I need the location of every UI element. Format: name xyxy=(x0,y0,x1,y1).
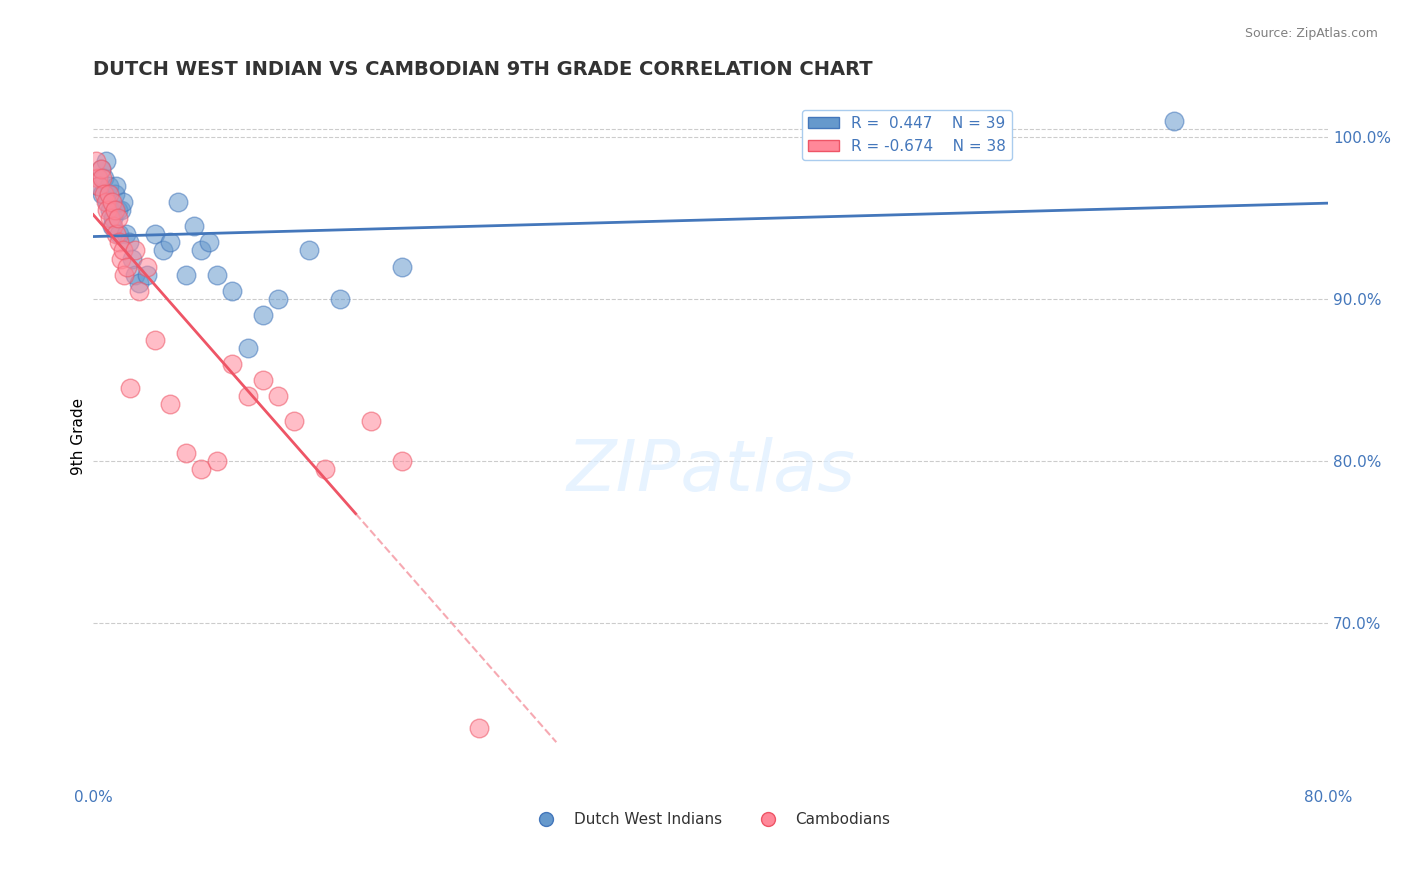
Point xyxy=(112,268,135,282)
Legend: Dutch West Indians, Cambodians: Dutch West Indians, Cambodians xyxy=(524,806,897,833)
Point xyxy=(174,446,197,460)
Point xyxy=(104,202,127,217)
Point xyxy=(105,227,128,242)
Point xyxy=(143,227,166,242)
Text: ZIPatlas: ZIPatlas xyxy=(567,437,855,506)
Point xyxy=(1163,114,1185,128)
Point xyxy=(87,170,110,185)
Point xyxy=(190,244,212,258)
Point xyxy=(93,170,115,185)
Point xyxy=(91,170,114,185)
Point xyxy=(100,219,122,234)
Point xyxy=(89,178,111,193)
Point xyxy=(97,178,120,193)
Point xyxy=(90,162,112,177)
Point xyxy=(174,268,197,282)
Point xyxy=(105,178,128,193)
Point xyxy=(110,252,132,266)
Point xyxy=(94,154,117,169)
Point xyxy=(252,308,274,322)
Point xyxy=(143,333,166,347)
Point xyxy=(205,454,228,468)
Point xyxy=(100,194,122,209)
Point xyxy=(111,194,134,209)
Point xyxy=(128,276,150,290)
Point xyxy=(360,414,382,428)
Point xyxy=(96,202,118,217)
Point xyxy=(84,154,107,169)
Point xyxy=(183,219,205,234)
Point xyxy=(120,381,142,395)
Point xyxy=(98,211,121,225)
Point xyxy=(391,454,413,468)
Y-axis label: 9th Grade: 9th Grade xyxy=(72,398,86,475)
Point xyxy=(314,462,336,476)
Point xyxy=(128,284,150,298)
Point xyxy=(98,202,121,217)
Point xyxy=(198,235,221,250)
Point xyxy=(136,260,159,274)
Point xyxy=(110,202,132,217)
Point xyxy=(159,235,181,250)
Point xyxy=(103,219,125,234)
Point xyxy=(93,186,115,201)
Point xyxy=(124,244,146,258)
Point xyxy=(103,211,125,225)
Point xyxy=(114,227,136,242)
Point xyxy=(267,389,290,403)
Point xyxy=(118,235,141,250)
Point xyxy=(468,722,491,736)
Point xyxy=(159,397,181,411)
Point xyxy=(298,244,321,258)
Text: DUTCH WEST INDIAN VS CAMBODIAN 9TH GRADE CORRELATION CHART: DUTCH WEST INDIAN VS CAMBODIAN 9TH GRADE… xyxy=(93,60,873,78)
Point xyxy=(107,202,129,217)
Text: Source: ZipAtlas.com: Source: ZipAtlas.com xyxy=(1244,27,1378,40)
Point xyxy=(136,268,159,282)
Point xyxy=(236,389,259,403)
Point xyxy=(111,244,134,258)
Point xyxy=(267,292,290,306)
Point xyxy=(96,194,118,209)
Point xyxy=(152,244,174,258)
Point xyxy=(124,268,146,282)
Point xyxy=(115,260,138,274)
Point xyxy=(236,341,259,355)
Point xyxy=(391,260,413,274)
Point xyxy=(91,186,114,201)
Point xyxy=(329,292,352,306)
Point xyxy=(121,252,143,266)
Point xyxy=(87,178,110,193)
Point xyxy=(107,211,129,225)
Point xyxy=(94,194,117,209)
Point xyxy=(221,284,243,298)
Point xyxy=(97,186,120,201)
Point xyxy=(283,414,305,428)
Point xyxy=(205,268,228,282)
Point xyxy=(108,235,131,250)
Point xyxy=(108,227,131,242)
Point xyxy=(90,162,112,177)
Point xyxy=(221,357,243,371)
Point xyxy=(190,462,212,476)
Point xyxy=(167,194,190,209)
Point xyxy=(104,186,127,201)
Point xyxy=(252,373,274,387)
